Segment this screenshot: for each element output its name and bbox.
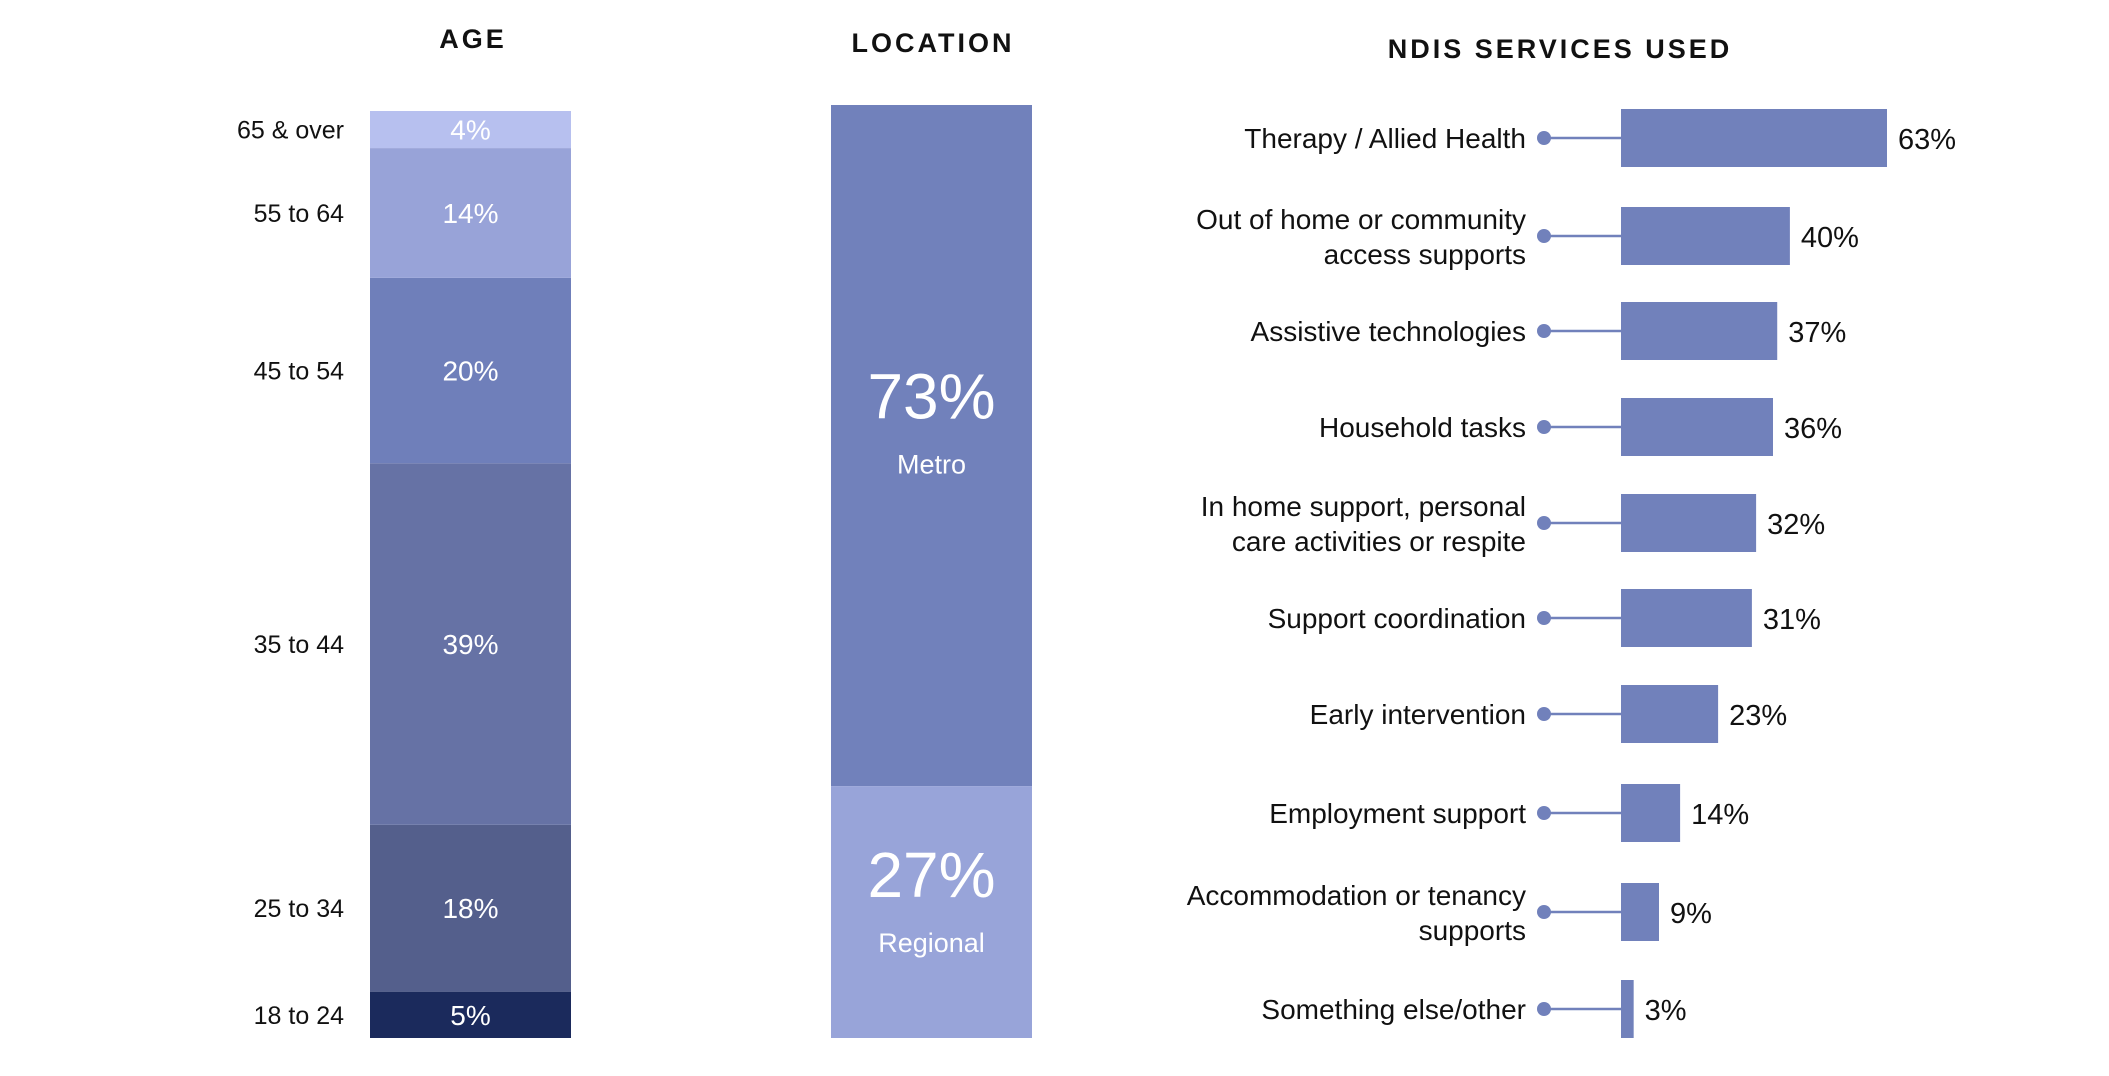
services-chart: NDIS SERVICES USED 63% Therapy / Allied H…: [1187, 34, 1956, 1038]
service-value-label: 31%: [1763, 604, 1821, 636]
service-value-label: 23%: [1729, 700, 1787, 732]
age-segment-25-to-34: [370, 824, 571, 992]
age-value-label: 39%: [442, 629, 498, 660]
service-category-label: Accommodation or tenancy: [1187, 880, 1526, 911]
service-category-label: Household tasks: [1319, 412, 1526, 443]
service-value-label: 9%: [1670, 898, 1712, 930]
age-category-label: 18 to 24: [254, 1002, 344, 1030]
age-segment-18-to-24: [370, 991, 571, 1038]
age-value-label: 18%: [442, 893, 498, 924]
age-value-label: 4%: [450, 115, 490, 146]
service-marker-dot: [1537, 131, 1551, 145]
location-chart: LOCATION 73% Metro 27% Regional: [831, 28, 1032, 1038]
service-bar: [1621, 302, 1778, 360]
service-bar: [1621, 398, 1773, 456]
service-category-label: supports: [1419, 915, 1526, 946]
service-value-label: 36%: [1784, 413, 1842, 445]
service-marker-dot: [1537, 1002, 1551, 1016]
service-value-label: 3%: [1645, 995, 1687, 1027]
service-category-label: Early intervention: [1310, 699, 1526, 730]
service-bar: [1621, 589, 1752, 647]
service-bar: [1621, 109, 1887, 167]
age-category-label: 55 to 64: [254, 200, 344, 228]
location-segment-regional: [831, 786, 1032, 1038]
service-category-label: access supports: [1324, 239, 1526, 270]
service-bar: [1621, 685, 1719, 743]
age-value-label: 5%: [450, 1000, 490, 1031]
age-segment-35-to-44: [370, 463, 571, 825]
service-category-label: In home support, personal: [1201, 491, 1526, 522]
service-marker-dot: [1537, 806, 1551, 820]
age-value-label: 20%: [442, 356, 498, 387]
age-category-label: 45 to 54: [254, 358, 344, 386]
service-bar: [1621, 980, 1634, 1038]
service-category-label: care activities or respite: [1232, 526, 1526, 557]
service-marker-dot: [1537, 229, 1551, 243]
service-value-label: 63%: [1898, 124, 1956, 156]
service-value-label: 32%: [1767, 509, 1825, 541]
service-category-label: Employment support: [1269, 798, 1526, 829]
service-category-label: Support coordination: [1268, 603, 1526, 634]
service-value-label: 37%: [1788, 317, 1846, 349]
age-category-label: 65 & over: [237, 117, 344, 145]
age-segment-65-over: [370, 111, 571, 149]
age-chart: AGE 5% 18 to 24 18% 25 to 34 39% 35 to 44 20% 4…: [237, 24, 571, 1038]
location-chart-title: LOCATION: [852, 28, 1015, 58]
age-value-label: 14%: [442, 198, 498, 229]
service-marker-dot: [1537, 420, 1551, 434]
service-marker-dot: [1537, 611, 1551, 625]
service-bar: [1621, 207, 1790, 265]
services-chart-title: NDIS SERVICES USED: [1388, 34, 1733, 64]
age-category-label: 35 to 44: [254, 631, 344, 659]
location-category-label: Regional: [878, 928, 985, 958]
service-value-label: 14%: [1691, 799, 1749, 831]
age-segment-45-to-54: [370, 277, 571, 464]
service-marker-dot: [1537, 707, 1551, 721]
location-segment-metro: [831, 105, 1032, 787]
service-marker-dot: [1537, 324, 1551, 338]
service-category-label: Something else/other: [1261, 994, 1526, 1025]
location-category-label: Metro: [897, 449, 966, 479]
service-category-label: Therapy / Allied Health: [1244, 123, 1526, 154]
location-value-label: 27%: [867, 839, 995, 911]
service-category-label: Assistive technologies: [1251, 316, 1526, 347]
service-bar: [1621, 883, 1659, 941]
service-bar: [1621, 784, 1681, 842]
service-value-label: 40%: [1801, 222, 1859, 254]
age-category-label: 25 to 34: [254, 895, 344, 923]
service-marker-dot: [1537, 516, 1551, 530]
age-segment-55-to-64: [370, 148, 571, 278]
age-chart-title: AGE: [439, 24, 507, 54]
location-value-label: 73%: [867, 360, 995, 432]
service-category-label: Out of home or community: [1196, 204, 1526, 235]
service-marker-dot: [1537, 905, 1551, 919]
service-bar: [1621, 494, 1757, 552]
